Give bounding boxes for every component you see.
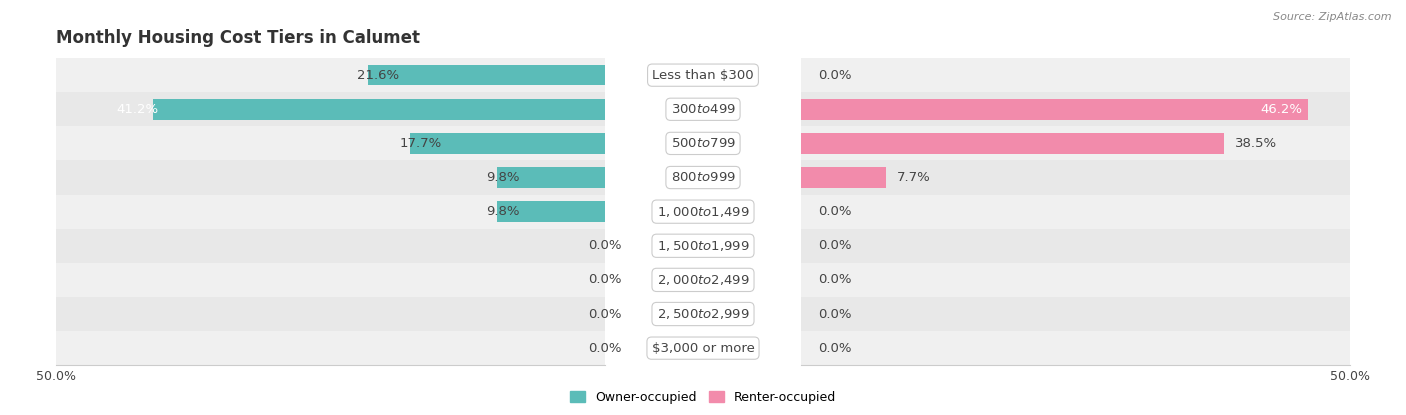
Bar: [56, 229, 605, 263]
Bar: [153, 99, 605, 120]
Text: 38.5%: 38.5%: [1234, 137, 1277, 150]
Text: 0.0%: 0.0%: [818, 239, 852, 252]
Text: $1,500 to $1,999: $1,500 to $1,999: [657, 239, 749, 253]
Bar: [498, 201, 605, 222]
Text: $800 to $999: $800 to $999: [671, 171, 735, 184]
Text: 0.0%: 0.0%: [818, 205, 852, 218]
Bar: [801, 92, 1350, 126]
Text: 21.6%: 21.6%: [357, 68, 399, 82]
Text: 17.7%: 17.7%: [399, 137, 441, 150]
Text: $1,000 to $1,499: $1,000 to $1,499: [657, 205, 749, 219]
Text: 41.2%: 41.2%: [117, 103, 159, 116]
Bar: [411, 133, 605, 154]
Text: 7.7%: 7.7%: [897, 171, 931, 184]
Text: $3,000 or more: $3,000 or more: [651, 342, 755, 355]
Bar: [498, 167, 605, 188]
Bar: [801, 126, 1350, 161]
Text: 0.0%: 0.0%: [588, 308, 621, 320]
Text: 0.0%: 0.0%: [818, 308, 852, 320]
Bar: [801, 167, 886, 188]
Text: $300 to $499: $300 to $499: [671, 103, 735, 116]
Legend: Owner-occupied, Renter-occupied: Owner-occupied, Renter-occupied: [565, 386, 841, 409]
Text: 0.0%: 0.0%: [588, 239, 621, 252]
Bar: [56, 58, 605, 92]
Bar: [801, 297, 1350, 331]
Text: 9.8%: 9.8%: [486, 171, 520, 184]
Bar: [801, 331, 1350, 365]
Bar: [56, 297, 605, 331]
Bar: [56, 263, 605, 297]
Text: 0.0%: 0.0%: [588, 273, 621, 286]
Text: 46.2%: 46.2%: [1261, 103, 1302, 116]
Bar: [801, 161, 1350, 195]
Bar: [56, 92, 605, 126]
Bar: [801, 229, 1350, 263]
Text: Less than $300: Less than $300: [652, 68, 754, 82]
Bar: [801, 263, 1350, 297]
Bar: [56, 331, 605, 365]
Text: 9.8%: 9.8%: [486, 205, 520, 218]
Bar: [368, 65, 605, 85]
Text: 0.0%: 0.0%: [818, 273, 852, 286]
Text: 0.0%: 0.0%: [818, 68, 852, 82]
Bar: [801, 195, 1350, 229]
Text: $2,500 to $2,999: $2,500 to $2,999: [657, 307, 749, 321]
Bar: [56, 161, 605, 195]
Text: 0.0%: 0.0%: [818, 342, 852, 355]
Text: $2,000 to $2,499: $2,000 to $2,499: [657, 273, 749, 287]
Text: Monthly Housing Cost Tiers in Calumet: Monthly Housing Cost Tiers in Calumet: [56, 29, 420, 47]
Bar: [56, 126, 605, 161]
Text: 0.0%: 0.0%: [588, 342, 621, 355]
Bar: [801, 58, 1350, 92]
Text: $500 to $799: $500 to $799: [671, 137, 735, 150]
Bar: [801, 99, 1308, 120]
Bar: [56, 195, 605, 229]
Text: Source: ZipAtlas.com: Source: ZipAtlas.com: [1274, 12, 1392, 22]
Bar: [801, 133, 1223, 154]
